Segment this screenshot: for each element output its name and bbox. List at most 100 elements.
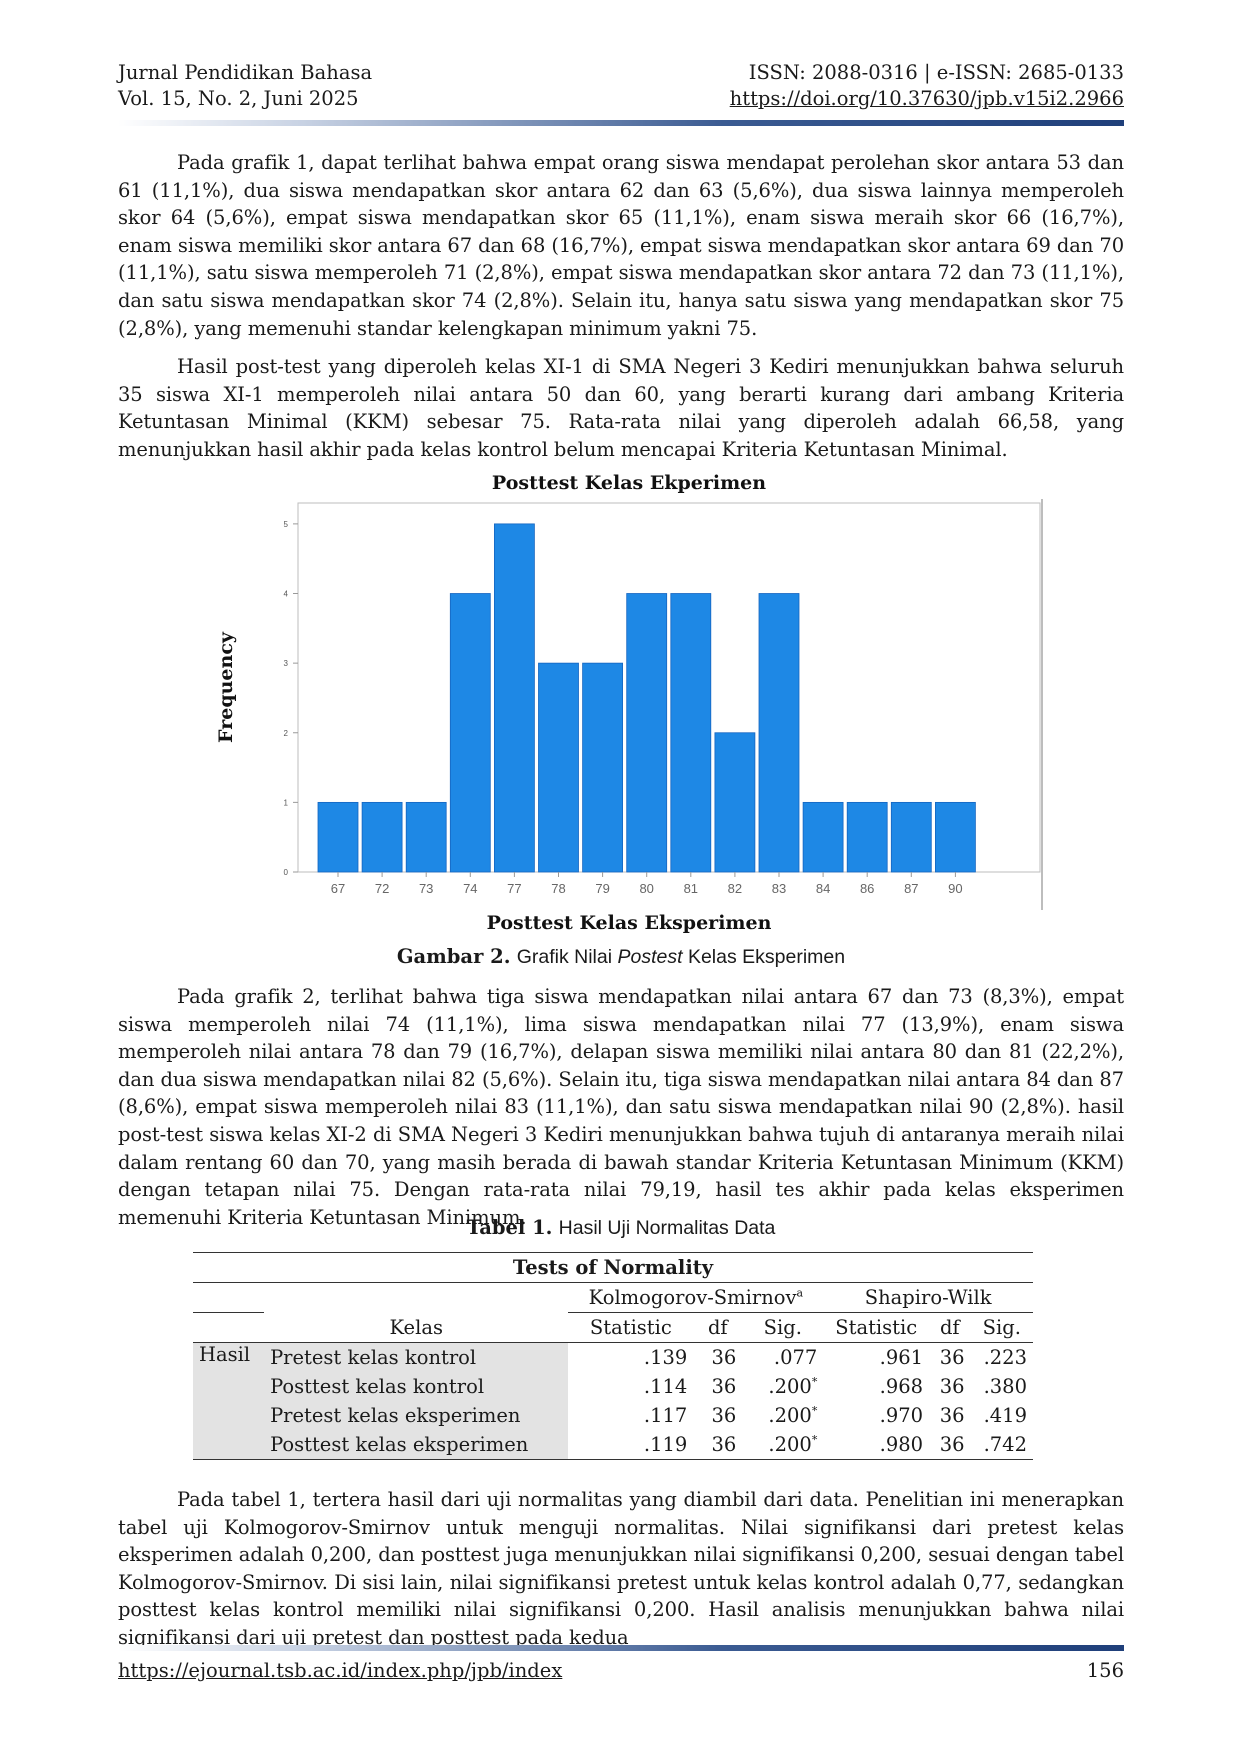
col-kelas: Kelas xyxy=(389,1316,443,1339)
histogram-chart: Posttest Kelas Ekperimen 0 1 2 3 4 5 67 72 73 74 77… xyxy=(215,472,1043,934)
sw-statistic: .961 xyxy=(879,1346,924,1369)
row-label: Posttest kelas kontrol xyxy=(264,1372,569,1401)
ks-df: 36 xyxy=(711,1404,737,1427)
x-tick-label: 77 xyxy=(507,881,521,896)
table-column-row: Kelas Statistic df Sig. Statistic df Sig… xyxy=(193,1313,1033,1343)
histogram-bar xyxy=(714,732,756,873)
histogram-bar xyxy=(935,801,976,873)
y-tick-label: 2 xyxy=(284,729,289,738)
ks-group-header: Kolmogorov-Smirnova xyxy=(568,1282,824,1313)
row-label: Pretest kelas eksperimen xyxy=(264,1401,569,1430)
paragraph-graph1: Pada grafik 1, dapat terlihat bahwa empa… xyxy=(118,151,1124,340)
histogram-bar xyxy=(449,593,491,873)
page-number: 156 xyxy=(1086,1659,1124,1682)
doi-link[interactable]: https://doi.org/10.37630/jpb.v15i2.2966 xyxy=(729,87,1124,110)
ks-sig-cell: .200* xyxy=(742,1401,823,1430)
figure-label: Gambar 2. xyxy=(396,945,511,968)
x-tick-label: 79 xyxy=(595,881,609,896)
x-tick-label: 72 xyxy=(375,881,389,896)
table-corner-cell xyxy=(193,1282,265,1313)
ks-df: 36 xyxy=(711,1346,737,1369)
sw-sig: .419 xyxy=(983,1404,1027,1427)
table-caption-text: Hasil Uji Normalitas Data xyxy=(558,1217,776,1239)
ks-sig-cell: .200* xyxy=(742,1372,823,1401)
table-title-row: Tests of Normality xyxy=(193,1252,1033,1283)
x-tick-label: 82 xyxy=(728,881,742,896)
header-right: ISSN: 2088-0316 | e-ISSN: 2685-0133 http… xyxy=(730,60,1124,112)
ks-df: 36 xyxy=(711,1433,737,1456)
histogram-figure: Posttest Kelas Ekperimen 0 1 2 3 4 5 67 72 73 74 77… xyxy=(200,470,1060,940)
y-tick-label: 1 xyxy=(284,798,289,807)
page-header: Jurnal Pendidikan Bahasa Vol. 15, No. 2,… xyxy=(118,60,1124,120)
normality-table: Tests of Normality Kolmogorov-Smirnova S… xyxy=(193,1252,1033,1460)
paragraph-table1: Pada tabel 1, tertera hasil dari uji nor… xyxy=(118,1488,1124,1649)
row-label: Posttest kelas eksperimen xyxy=(264,1430,569,1460)
sw-df: 36 xyxy=(939,1375,965,1398)
sw-sig: .223 xyxy=(983,1346,1027,1369)
figure-caption-italic: Postest xyxy=(617,946,683,968)
histogram-bar xyxy=(670,593,712,873)
x-tick-label: 74 xyxy=(463,881,477,896)
histogram-bar xyxy=(890,801,932,873)
table-row: Posttest kelas kontrol .114 36 .200* .96… xyxy=(193,1372,1033,1401)
table-blank-cell xyxy=(264,1282,569,1313)
ks-statistic: .119 xyxy=(643,1433,688,1456)
y-tick-label: 0 xyxy=(284,868,289,877)
x-tick-label: 81 xyxy=(684,881,698,896)
x-tick-label: 84 xyxy=(816,881,830,896)
x-tick-label: 67 xyxy=(331,881,345,896)
ks-sig-cell: .200* xyxy=(742,1430,823,1460)
figure-caption-text-a: Grafik Nilai xyxy=(516,946,618,968)
histogram-bar xyxy=(538,662,579,873)
table-label: Tabel 1. xyxy=(466,1216,553,1239)
table-caption: Tabel 1. Hasil Uji Normalitas Data xyxy=(118,1216,1124,1240)
footer-rule xyxy=(118,1645,1124,1651)
y-tick-label: 5 xyxy=(284,520,289,529)
table-group-row: Kolmogorov-Smirnova Shapiro-Wilk xyxy=(193,1282,1033,1313)
histogram-bar xyxy=(846,801,888,873)
ks-group-label: Kolmogorov-Smirnov xyxy=(588,1286,797,1309)
y-tick-label: 4 xyxy=(284,590,289,599)
x-tick-label: 73 xyxy=(419,881,433,896)
row-group-label: Hasil xyxy=(193,1342,265,1460)
sw-df: 36 xyxy=(939,1433,965,1456)
histogram-bar xyxy=(317,801,359,873)
journal-issn: ISSN: 2088-0316 | e-ISSN: 2685-0133 xyxy=(748,61,1124,84)
sw-group-header: Shapiro-Wilk xyxy=(823,1282,1033,1313)
sw-df: 36 xyxy=(939,1404,965,1427)
histogram-bar xyxy=(405,801,447,873)
ks-sig: .200 xyxy=(768,1404,812,1427)
histogram-bar xyxy=(361,801,403,873)
sw-statistic: .970 xyxy=(879,1404,924,1427)
y-tick-label: 3 xyxy=(284,659,289,668)
ks-sig-sup: * xyxy=(811,1433,818,1447)
chart-title: Posttest Kelas Ekperimen xyxy=(492,472,766,494)
ks-statistic: .117 xyxy=(643,1404,688,1427)
histogram-bar xyxy=(802,801,844,873)
histogram-bar xyxy=(758,593,800,873)
x-tick-label: 87 xyxy=(904,881,918,896)
col-ks-df: df xyxy=(707,1316,728,1339)
journal-url-link[interactable]: https://ejournal.tsb.ac.id/index.php/jpb… xyxy=(118,1659,563,1682)
ks-statistic: .139 xyxy=(643,1346,688,1369)
table-title: Tests of Normality xyxy=(193,1252,1033,1283)
sw-statistic: .968 xyxy=(879,1375,924,1398)
x-tick-label: 80 xyxy=(639,881,653,896)
paragraph-posttest-control: Hasil post-test yang diperoleh kelas XI-… xyxy=(118,355,1124,461)
ks-df: 36 xyxy=(711,1375,737,1398)
col-ks-statistic: Statistic xyxy=(589,1316,672,1339)
col-sw-df: df xyxy=(939,1316,960,1339)
journal-name: Jurnal Pendidikan Bahasa xyxy=(118,61,373,84)
histogram-bar xyxy=(493,523,535,873)
header-left: Jurnal Pendidikan Bahasa Vol. 15, No. 2,… xyxy=(118,60,372,112)
ks-sig: .200 xyxy=(768,1375,812,1398)
plot-frame xyxy=(297,502,1041,873)
table-row: Hasil Pretest kelas kontrol .139 36 .077… xyxy=(193,1342,1033,1460)
x-tick-label: 90 xyxy=(948,881,962,896)
x-tick-label: 86 xyxy=(860,881,874,896)
sw-sig: .742 xyxy=(983,1433,1027,1456)
figure-caption-text-b: Kelas Eksperimen xyxy=(682,946,846,968)
sw-sig: .380 xyxy=(983,1375,1027,1398)
ks-sig: .077 xyxy=(773,1346,818,1369)
